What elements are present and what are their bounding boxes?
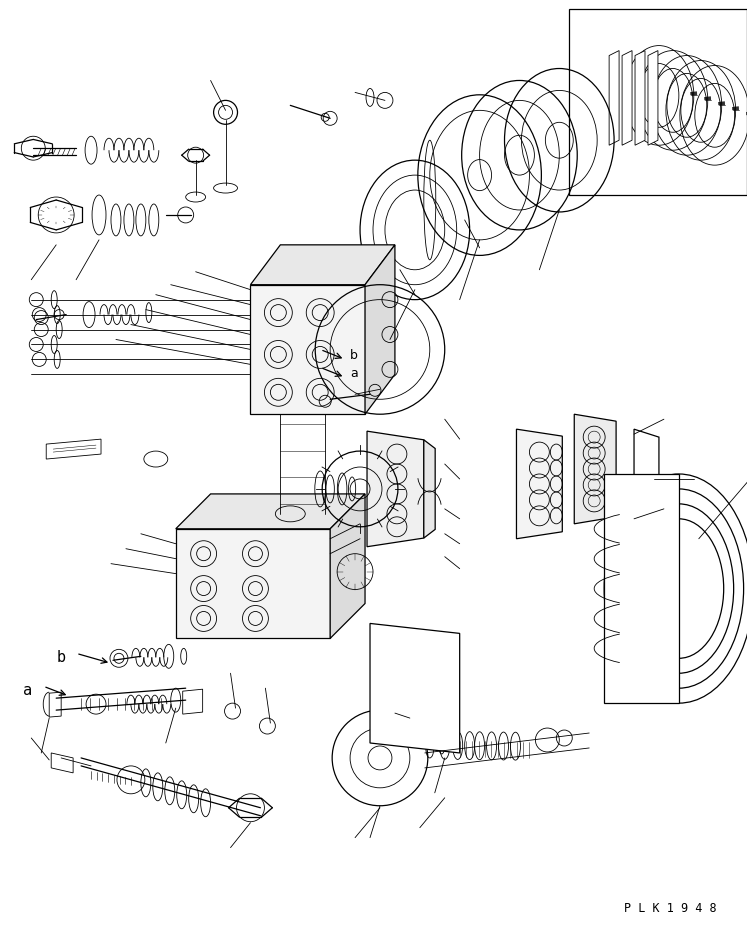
Text: b: b [350, 348, 358, 362]
Polygon shape [330, 495, 365, 639]
Polygon shape [635, 52, 645, 146]
Text: a: a [350, 366, 358, 379]
Polygon shape [622, 52, 632, 146]
Polygon shape [604, 475, 679, 703]
Polygon shape [176, 495, 365, 530]
Text: a: a [23, 682, 32, 697]
Polygon shape [251, 285, 365, 414]
Polygon shape [574, 414, 616, 524]
Polygon shape [367, 431, 424, 548]
Polygon shape [46, 440, 101, 460]
Polygon shape [516, 430, 562, 539]
Polygon shape [365, 245, 395, 414]
Polygon shape [424, 440, 435, 538]
Text: b: b [56, 649, 65, 665]
Polygon shape [251, 245, 395, 285]
Text: P L K 1 9 4 8: P L K 1 9 4 8 [624, 901, 717, 914]
Polygon shape [370, 624, 460, 753]
Polygon shape [49, 693, 61, 717]
Polygon shape [634, 430, 659, 528]
Polygon shape [176, 530, 330, 639]
Polygon shape [609, 52, 619, 146]
Polygon shape [648, 52, 658, 146]
Polygon shape [569, 9, 747, 195]
Polygon shape [51, 753, 73, 773]
Polygon shape [183, 689, 203, 715]
